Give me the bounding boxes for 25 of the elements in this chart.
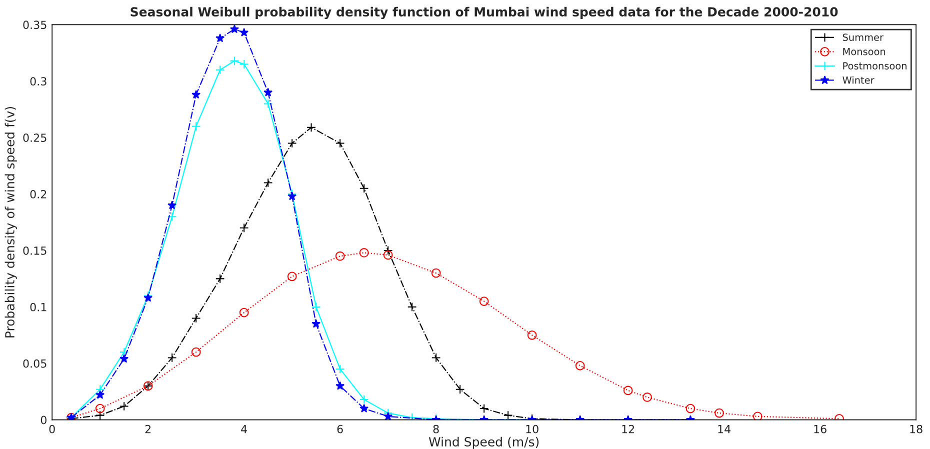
x-tick-label: 12 [622, 424, 634, 434]
x-tick-label: 8 [433, 424, 439, 434]
legend-label: Postmonsoon [843, 62, 906, 70]
y-tick-label: 0.15 [23, 246, 46, 255]
x-axis-title: Wind Speed (m/s) [428, 436, 539, 449]
x-tick-label: 6 [337, 424, 343, 434]
legend-label: Winter [842, 76, 874, 84]
y-tick-label: 0.25 [23, 134, 46, 142]
x-tick-label: 10 [526, 424, 538, 434]
y-tick-label: 0 [40, 416, 46, 424]
x-tick-label: 16 [814, 424, 826, 434]
legend-label: Summer [842, 34, 884, 41]
legend-label: Monsoon [843, 48, 886, 56]
y-tick-label: 0.2 [30, 190, 46, 198]
x-tick-label: 4 [241, 425, 247, 434]
x-tick-label: 14 [718, 425, 731, 434]
chart-title: Seasonal Weibull probability density function of Mumbai wind speed data for the Decade 2000-2010 [130, 6, 838, 20]
x-tick-label: 18 [910, 424, 922, 434]
x-tick-label: 2 [145, 424, 150, 434]
y-tick-label: 0.35 [23, 20, 46, 30]
x-tick-label: 0 [49, 424, 55, 434]
y-axis-title: Probability density of wind speed f(v) [4, 106, 17, 338]
y-tick-label: 0.3 [30, 77, 46, 86]
y-tick-label: 0.05 [23, 359, 46, 368]
y-tick-label: 0.1 [30, 302, 46, 312]
